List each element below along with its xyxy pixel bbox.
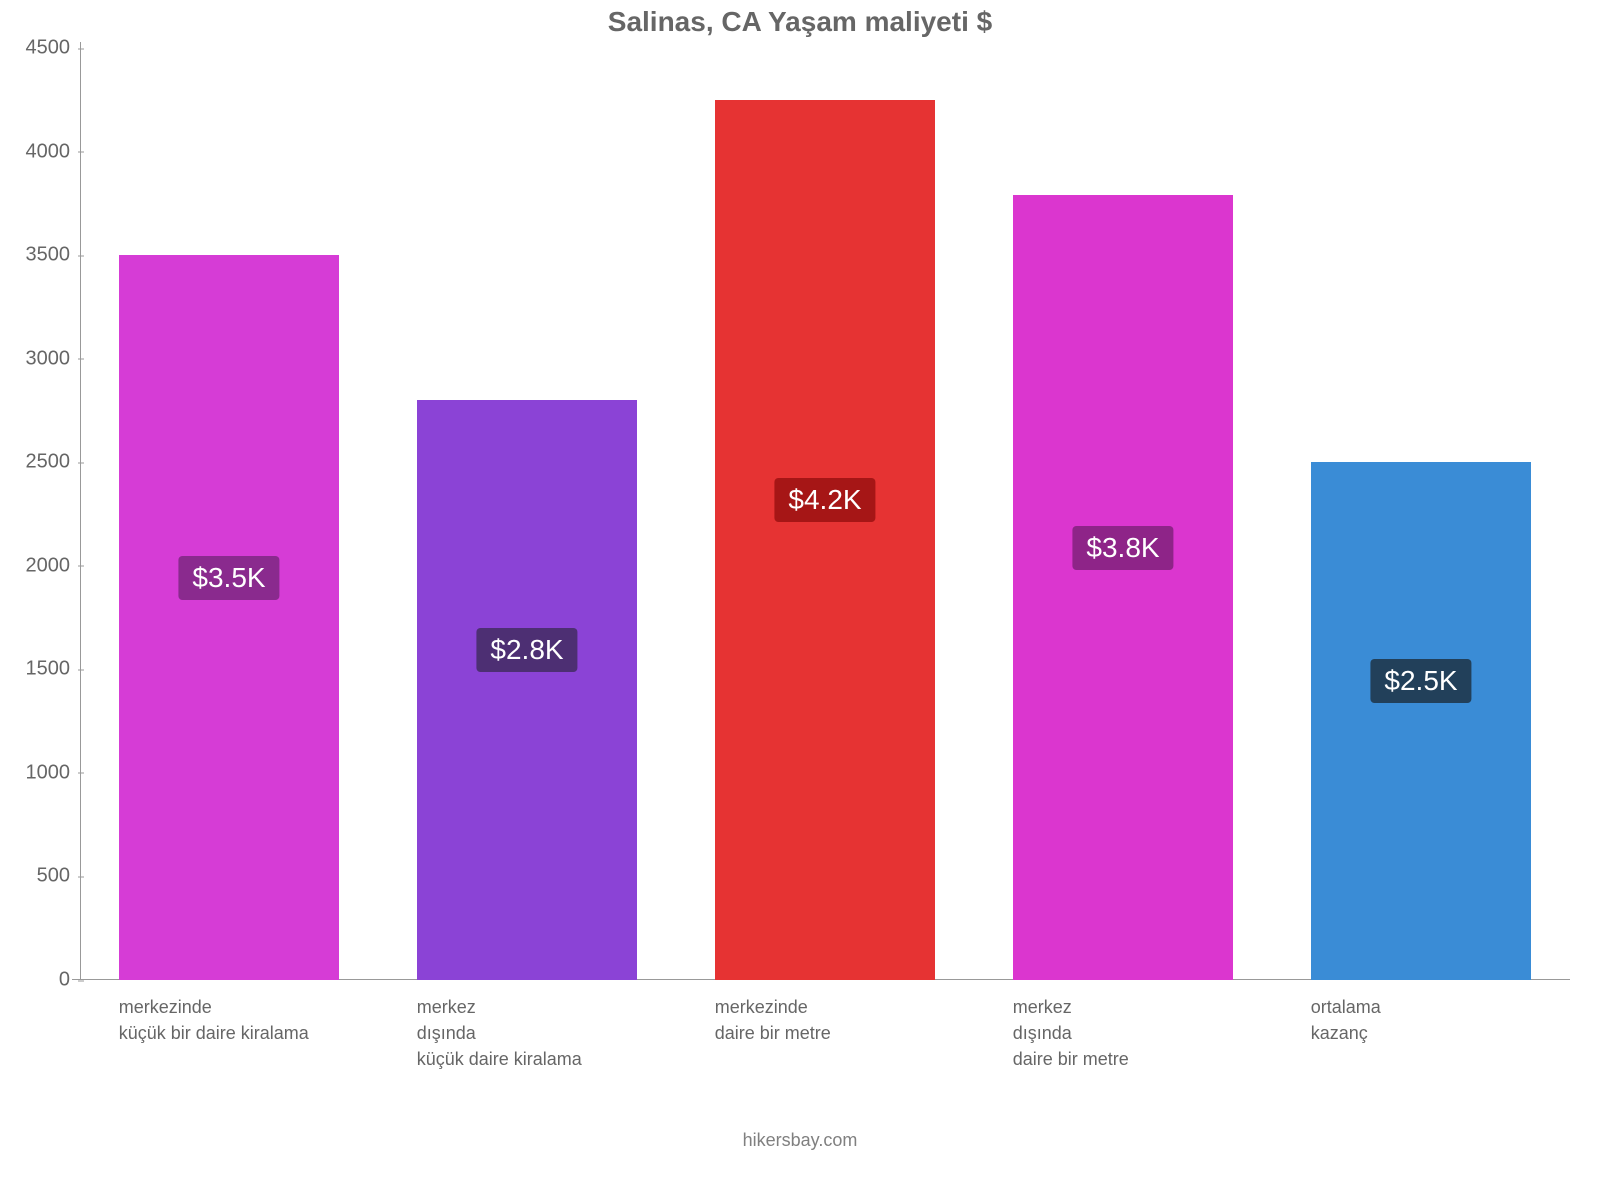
y-tick-label: 4000 bbox=[10, 140, 70, 163]
y-tick-label: 2000 bbox=[10, 554, 70, 577]
y-tick-label: 3500 bbox=[10, 244, 70, 267]
x-category-label: merkezinde daire bir metre bbox=[715, 994, 936, 1046]
attribution-text: hikersbay.com bbox=[0, 1130, 1600, 1151]
data-bar bbox=[417, 400, 638, 980]
cost-of-living-chart: Salinas, CA Yaşam maliyeti $ 05001000150… bbox=[0, 0, 1600, 1200]
y-tick-label: 500 bbox=[10, 865, 70, 888]
x-category-label: ortalama kazanç bbox=[1311, 994, 1532, 1046]
data-bar bbox=[119, 255, 340, 980]
y-tick-label: 2500 bbox=[10, 451, 70, 474]
data-bar bbox=[715, 100, 936, 980]
x-category-label: merkez dışında daire bir metre bbox=[1013, 994, 1234, 1072]
y-tick-label: 1500 bbox=[10, 658, 70, 681]
y-tick-label: 3000 bbox=[10, 347, 70, 370]
data-bar bbox=[1311, 462, 1532, 980]
y-axis-line bbox=[80, 42, 81, 980]
plot-area: 050010001500200025003000350040004500$3.5… bbox=[80, 48, 1570, 980]
x-category-label: merkezinde küçük bir daire kiralama bbox=[119, 994, 340, 1046]
y-tick-label: 0 bbox=[10, 969, 70, 992]
chart-title: Salinas, CA Yaşam maliyeti $ bbox=[0, 6, 1600, 38]
data-bar bbox=[1013, 195, 1234, 980]
y-tick-label: 4500 bbox=[10, 37, 70, 60]
x-category-label: merkez dışında küçük daire kiralama bbox=[417, 994, 638, 1072]
y-tick-label: 1000 bbox=[10, 761, 70, 784]
